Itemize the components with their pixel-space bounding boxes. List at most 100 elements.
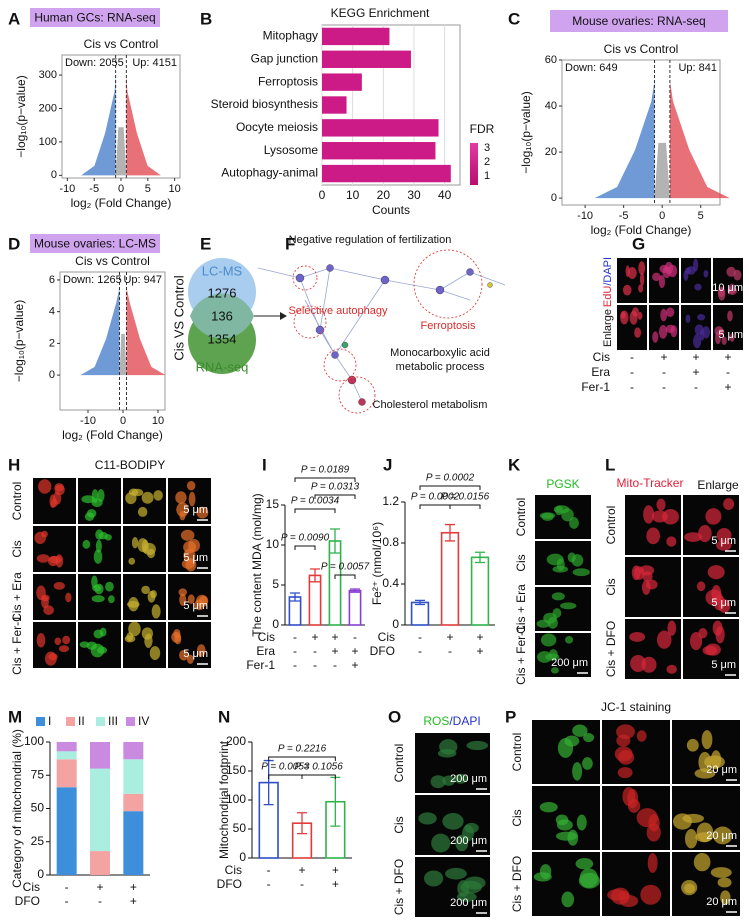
bar [322, 73, 362, 91]
ns-cloud [654, 142, 670, 199]
up-count: Up: 841 [678, 62, 717, 74]
chart-title: Cis vs Control [84, 37, 159, 51]
tag-box [30, 234, 160, 253]
cell [91, 489, 99, 504]
x-tick-label: 5 [698, 210, 704, 222]
y-tick-label: 0 [239, 850, 246, 864]
condition-sign: + [660, 350, 667, 364]
cell [639, 565, 655, 576]
cell [652, 272, 661, 282]
row-label: Cis + DFO [510, 856, 524, 912]
cell [455, 834, 469, 852]
error-bar [297, 812, 307, 835]
cell [43, 605, 54, 615]
cell [62, 635, 71, 645]
panel-title: ROS/DAPI [423, 714, 480, 728]
p-value: P = 0.0002 [411, 492, 460, 503]
scale-label: 10 μm [712, 282, 743, 294]
cell [721, 336, 727, 345]
cell [141, 585, 150, 595]
cell [105, 581, 114, 592]
y-axis-label: The content MDA (mol/mg) [250, 493, 264, 636]
micrograph [602, 852, 670, 916]
cell [552, 565, 568, 573]
cell [194, 599, 205, 611]
cell [131, 488, 144, 497]
y-tick-label: 200 [39, 102, 57, 114]
condition-sign: + [130, 894, 137, 908]
panel-letter: D [8, 234, 20, 253]
arrow-head [280, 312, 287, 320]
error-bar [415, 599, 425, 606]
scale-label: 5 μm [183, 648, 208, 660]
cell [651, 510, 668, 523]
cell [637, 311, 643, 320]
cell [631, 565, 641, 581]
condition-sign: - [333, 658, 337, 672]
cell [572, 724, 588, 737]
condition-sign: + [298, 863, 305, 877]
legend-tick: 2 [484, 156, 490, 168]
cell [179, 649, 189, 661]
bar [322, 50, 411, 68]
error-bar [475, 551, 485, 564]
panel-title: PGSK [546, 477, 579, 491]
cell [693, 334, 702, 349]
cell [466, 740, 489, 751]
cell [693, 852, 711, 872]
cell [629, 631, 646, 642]
cell [36, 632, 46, 648]
cell [666, 664, 677, 674]
condition-sign: + [724, 380, 731, 394]
condition-sign: - [65, 880, 69, 894]
cell [551, 592, 565, 601]
y-tick-label: 20 [545, 146, 557, 158]
row-label: Control [604, 506, 618, 545]
cell [723, 498, 735, 510]
cell [622, 786, 636, 806]
x-tick-label: 0 [659, 210, 665, 222]
cell [533, 872, 552, 882]
cell [617, 767, 633, 779]
scale-label: 200 μm [551, 657, 588, 669]
cell [557, 738, 574, 758]
bracket [294, 477, 356, 482]
cell [424, 870, 444, 887]
cell [702, 326, 710, 339]
row-label: Cis [392, 816, 406, 833]
cell [186, 654, 194, 664]
condition-sign: + [351, 644, 358, 658]
condition-name: Cis [23, 880, 40, 894]
y-axis-label: Mitochondrial footprint [217, 740, 231, 859]
cell [556, 819, 573, 831]
cell [572, 568, 590, 577]
panel-letter: O [388, 707, 401, 726]
condition-sign: - [418, 644, 422, 658]
condition-sign: + [332, 863, 339, 877]
legend-swatch [126, 717, 135, 726]
y-tick-label: 0.4 [382, 576, 399, 590]
condition-sign: - [694, 380, 698, 394]
p-value: P = 0.0156 [441, 492, 490, 503]
cell [91, 595, 105, 603]
cell [196, 644, 206, 657]
cell [98, 532, 108, 540]
cell [141, 491, 154, 504]
y-tick-label: 10 [266, 537, 280, 551]
term: metabolic process [396, 361, 485, 373]
chart-title: Cis vs Control [604, 42, 679, 56]
cell [79, 641, 90, 648]
y-tick-label: 200 [226, 734, 246, 748]
cell [464, 822, 479, 833]
bar-segment [123, 793, 144, 812]
panel-letter: F [285, 234, 295, 253]
y-tick-label: 4 [49, 306, 55, 318]
cell [712, 826, 733, 845]
condition-sign: - [630, 365, 634, 379]
cell [567, 829, 579, 846]
cell [174, 634, 182, 645]
condition-sign: - [662, 380, 666, 394]
cell [643, 505, 655, 524]
cell [634, 327, 642, 338]
cell [629, 310, 638, 325]
